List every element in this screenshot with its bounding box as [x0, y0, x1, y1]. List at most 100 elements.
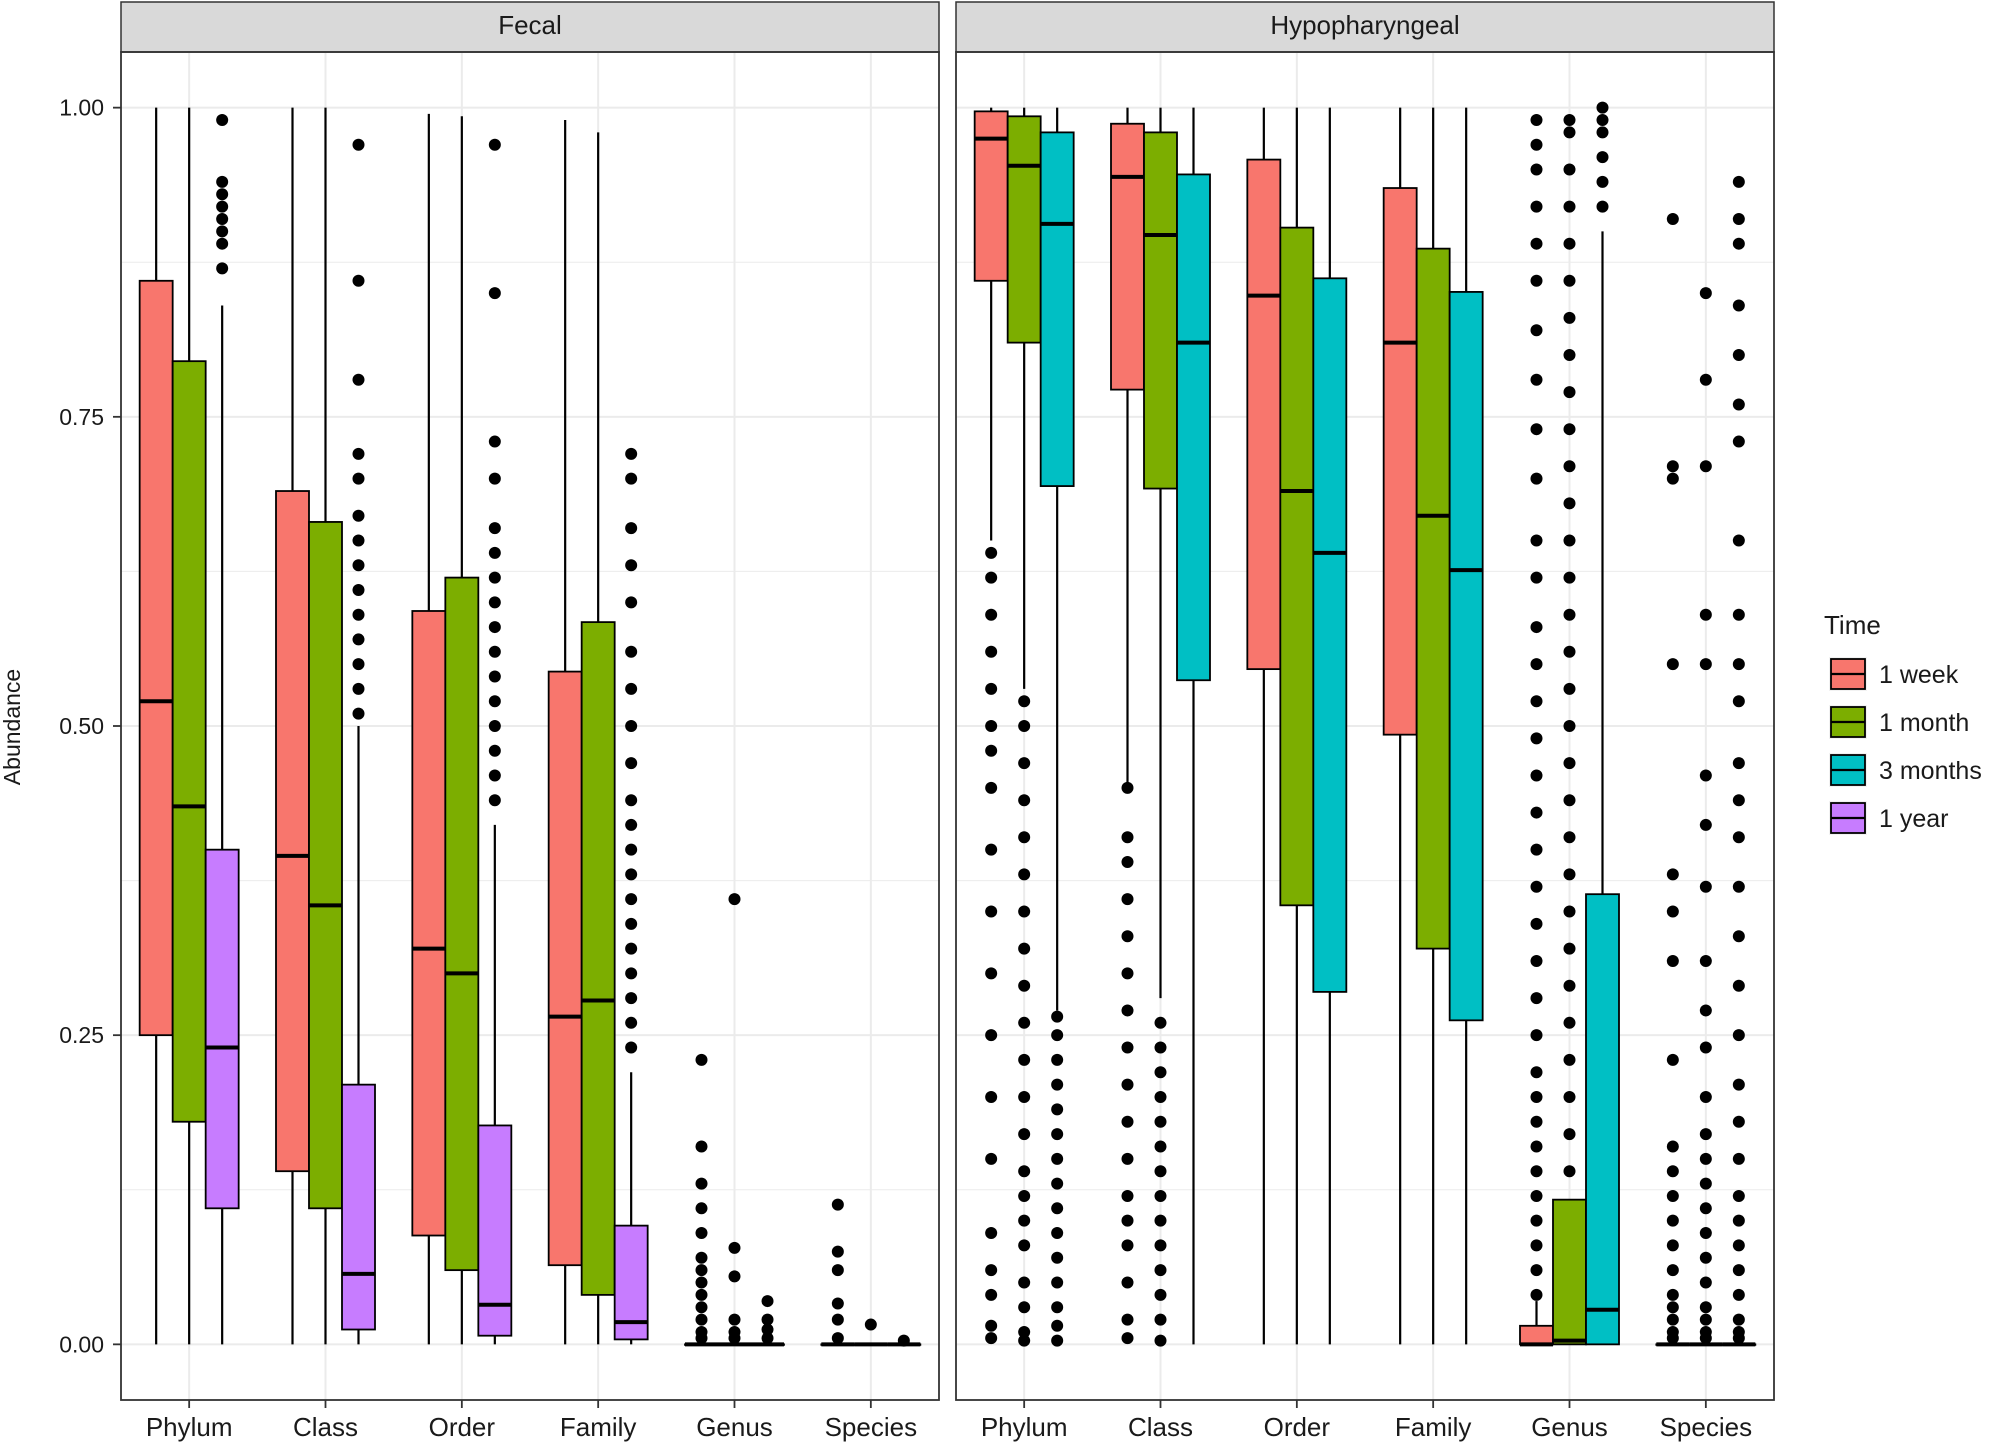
outlier-point [1018, 1239, 1031, 1252]
outlier-point [985, 967, 998, 980]
legend-label: 1 week [1879, 661, 1959, 689]
outlier-point [695, 1276, 708, 1289]
outlier-point [1699, 658, 1712, 671]
outlier-point [1530, 571, 1543, 584]
outlier-point [1563, 386, 1576, 399]
box-iqr [1279, 226, 1315, 907]
outlier-point [1563, 126, 1576, 139]
outlier-point [1699, 1301, 1712, 1314]
outlier-point [985, 608, 998, 621]
outlier-point [897, 1334, 910, 1347]
outlier-point [1563, 682, 1576, 695]
outlier-point [1530, 917, 1543, 930]
outlier-point [695, 1227, 708, 1240]
outlier-point [1563, 348, 1576, 361]
box-phylum-3-months [1039, 107, 1075, 1347]
outlier-point [1563, 1016, 1576, 1029]
outlier-point [1732, 435, 1745, 448]
x-tick-label: Class [1128, 1412, 1193, 1442]
outlier-point [1732, 658, 1745, 671]
outlier-point [1596, 114, 1609, 127]
outlier-point [1530, 324, 1543, 337]
outlier-point [488, 695, 501, 708]
outlier-point [1596, 200, 1609, 213]
box-class-1-month [308, 107, 343, 1345]
box-class-1-week [1110, 107, 1145, 1345]
outlier-point [1666, 905, 1679, 918]
box-iqr [1110, 122, 1145, 391]
panel-title: Hypopharyngeal [1270, 10, 1459, 40]
outlier-point [625, 472, 638, 485]
outlier-point [1732, 348, 1745, 361]
outlier-point [1732, 299, 1745, 312]
outlier-point [488, 138, 501, 151]
legend-label: 3 months [1879, 757, 1982, 785]
outlier-point [352, 534, 365, 547]
outlier-point [1154, 1264, 1167, 1277]
box-iqr [275, 490, 310, 1173]
outlier-point [1596, 126, 1609, 139]
box-order-3-months [1312, 107, 1348, 1345]
y-axis-title: Abundance [0, 669, 25, 785]
outlier-point [695, 1288, 708, 1301]
y-tick-label: 0.50 [59, 713, 104, 739]
outlier-point [1530, 138, 1543, 151]
box-iqr [547, 670, 583, 1267]
box-order-1-week [1246, 107, 1282, 1345]
outlier-point [1699, 1251, 1712, 1264]
outlier-point [1121, 1239, 1134, 1252]
outlier-point [1666, 1053, 1679, 1066]
outlier-point [1018, 1325, 1031, 1338]
outlier-point [985, 546, 998, 559]
outlier-point [1732, 1115, 1745, 1128]
box-iqr [1585, 893, 1620, 1346]
outlier-point [1018, 942, 1031, 955]
outlier-point [1121, 967, 1134, 980]
outlier-point [1699, 1091, 1712, 1104]
outlier-point [216, 262, 229, 275]
box-order-1-month [444, 116, 480, 1345]
outlier-point [1563, 794, 1576, 807]
outlier-point [695, 1325, 708, 1338]
outlier-point [1666, 1140, 1679, 1153]
outlier-point [1699, 1276, 1712, 1289]
outlier-point [625, 794, 638, 807]
box-genus-3-months [1585, 101, 1620, 1346]
outlier-point [985, 1091, 998, 1104]
outlier-point [1018, 1128, 1031, 1141]
outlier-point [1732, 1078, 1745, 1091]
outlier-point [1051, 1103, 1064, 1116]
outlier-point [1154, 1091, 1167, 1104]
x-axis: Phylum Class Order Family Genus Species [981, 1400, 1752, 1442]
outlier-point [1530, 1066, 1543, 1079]
outlier-point [831, 1313, 844, 1326]
outlier-point [352, 583, 365, 596]
legend-item: 1 month [1829, 705, 1969, 739]
box-family-1-month [1415, 107, 1451, 1345]
outlier-point [1563, 942, 1576, 955]
box-family-3-months [1448, 107, 1484, 1345]
outlier-point [1530, 200, 1543, 213]
outlier-point [352, 682, 365, 695]
outlier-point [1563, 114, 1576, 127]
outlier-point [1154, 1313, 1167, 1326]
outlier-point [985, 905, 998, 918]
outlier-point [625, 522, 638, 535]
outlier-point [1732, 831, 1745, 844]
outlier-point [1666, 1288, 1679, 1301]
outlier-point [1596, 101, 1609, 114]
outlier-point [1154, 1115, 1167, 1128]
outlier-point [352, 447, 365, 460]
box-iqr [477, 1124, 513, 1337]
box-order-1-year [477, 138, 513, 1345]
outlier-point [216, 237, 229, 250]
box-species-1-week [820, 1198, 856, 1347]
outlier-point [1530, 658, 1543, 671]
panel-title: Fecal [498, 10, 562, 40]
outlier-point [625, 893, 638, 906]
box-phylum-1-week [973, 107, 1009, 1345]
x-tick-label: Species [825, 1412, 918, 1442]
outlier-point [1121, 831, 1134, 844]
outlier-point [1732, 212, 1745, 225]
outlier-point [1530, 1140, 1543, 1153]
